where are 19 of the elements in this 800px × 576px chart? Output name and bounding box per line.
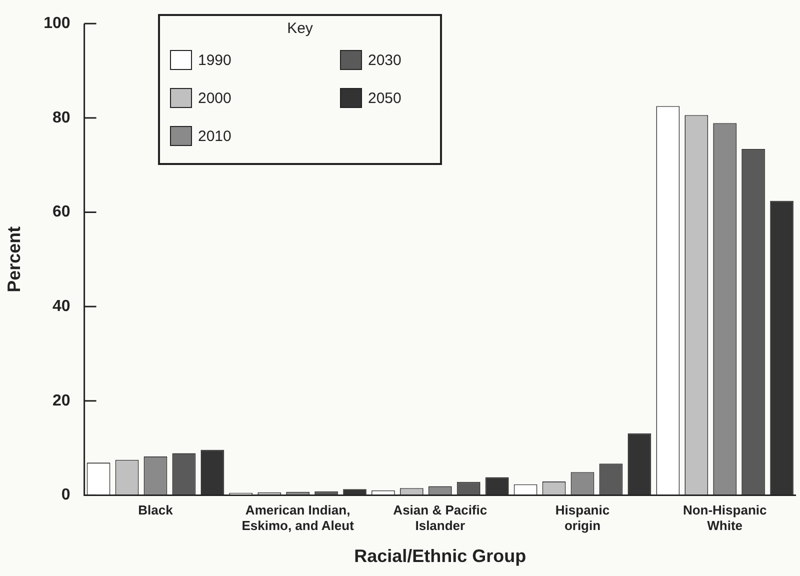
y-tick-label: 80	[52, 109, 70, 126]
legend-label: 2000	[198, 90, 232, 106]
y-tick-label: 100	[44, 15, 70, 32]
legend-title: Key	[286, 20, 314, 37]
legend-label: 2010	[198, 128, 232, 144]
y-tick-label: 60	[52, 204, 70, 221]
y-tick-label: 40	[52, 298, 70, 315]
y-axis-title: Percent	[4, 226, 24, 292]
x-tick-label: Non-Hispanic White	[682, 502, 767, 534]
legend-label: 2050	[368, 90, 402, 106]
y-tick-label: 0	[61, 486, 70, 504]
x-tick-label: Hispanic origin	[555, 502, 610, 534]
x-tick-label: American Indian, Eskimo, and Aleut	[242, 502, 355, 534]
y-tick-label: 20	[52, 392, 70, 410]
x-axis-title: Racial/Ethnic Group	[354, 546, 526, 566]
x-tick-label: Asian & Pacific Islander	[393, 502, 488, 534]
x-tick-label: Black	[138, 502, 174, 518]
legend-label: 2030	[368, 52, 402, 68]
legend-label: 1990	[198, 52, 232, 68]
